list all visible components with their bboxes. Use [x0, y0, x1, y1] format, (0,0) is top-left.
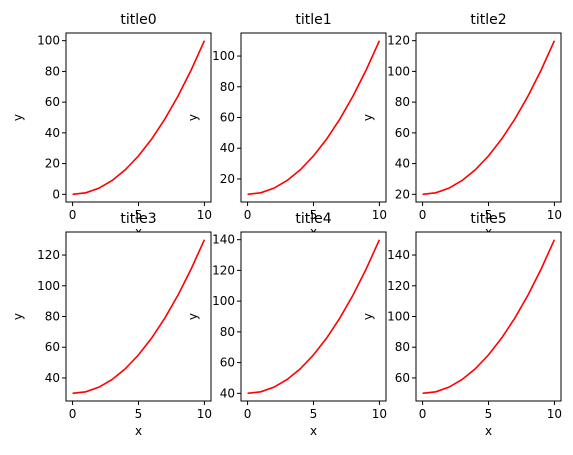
x-tick-label: 10 — [547, 208, 562, 222]
subplot-title: title1 — [295, 12, 331, 28]
y-tick-label: 40 — [45, 371, 60, 385]
x-tick-label: 10 — [197, 407, 212, 421]
subplot-2: 051020406080100120title2xy — [361, 12, 562, 239]
axes-frame — [415, 32, 562, 203]
axes-frame — [65, 231, 212, 402]
y-tick-label: 140 — [212, 233, 235, 247]
subplot-title: title5 — [470, 211, 506, 227]
series-line — [72, 239, 206, 395]
y-tick-label: 60 — [395, 371, 410, 385]
x-tick-label: 5 — [135, 407, 143, 421]
y-axis-label: y — [186, 313, 200, 320]
y-tick-label: 20 — [395, 187, 410, 201]
y-tick-label: 0 — [52, 187, 60, 201]
y-tick-label: 100 — [37, 34, 60, 48]
series-line — [422, 40, 556, 196]
series-line — [247, 40, 381, 196]
x-tick-label: 0 — [244, 208, 252, 222]
y-tick-label: 80 — [45, 64, 60, 78]
y-tick-label: 120 — [212, 263, 235, 277]
y-tick-label: 40 — [45, 126, 60, 140]
x-tick-label: 10 — [547, 407, 562, 421]
axes-frame — [240, 231, 387, 402]
x-tick-label: 5 — [310, 208, 318, 222]
y-tick-label: 60 — [45, 340, 60, 354]
y-tick-label: 20 — [220, 172, 235, 186]
x-tick-label: 0 — [69, 407, 77, 421]
y-tick-label: 100 — [387, 64, 410, 78]
y-tick-label: 100 — [37, 279, 60, 293]
x-tick-label: 5 — [485, 208, 493, 222]
axes-frame — [415, 231, 562, 402]
x-axis-label: x — [310, 424, 317, 438]
y-tick-label: 40 — [220, 386, 235, 400]
axes-frame — [65, 32, 212, 203]
y-tick-label: 40 — [220, 141, 235, 155]
y-tick-label: 100 — [212, 294, 235, 308]
subplot-1: 051020406080100title1xy — [186, 12, 387, 239]
series-line — [72, 40, 206, 196]
y-axis-label: y — [11, 114, 25, 121]
x-tick-label: 5 — [135, 208, 143, 222]
y-tick-label: 80 — [395, 340, 410, 354]
y-tick-label: 120 — [387, 34, 410, 48]
y-tick-label: 60 — [395, 126, 410, 140]
y-tick-label: 100 — [387, 310, 410, 324]
x-tick-label: 5 — [485, 407, 493, 421]
y-tick-label: 80 — [220, 325, 235, 339]
y-tick-label: 120 — [37, 248, 60, 262]
y-axis-label: y — [11, 313, 25, 320]
x-tick-label: 0 — [419, 407, 427, 421]
y-tick-label: 80 — [45, 310, 60, 324]
y-tick-label: 120 — [387, 279, 410, 293]
axes-frame — [240, 32, 387, 203]
y-tick-label: 140 — [387, 248, 410, 262]
subplot-title: title2 — [470, 12, 506, 28]
x-tick-label: 5 — [310, 407, 318, 421]
x-axis-label: x — [135, 424, 142, 438]
y-axis-label: y — [361, 313, 375, 320]
x-tick-label: 0 — [419, 208, 427, 222]
y-tick-label: 80 — [395, 95, 410, 109]
y-tick-label: 100 — [212, 49, 235, 63]
y-tick-label: 60 — [220, 111, 235, 125]
y-tick-label: 80 — [220, 80, 235, 94]
y-tick-label: 40 — [395, 157, 410, 171]
subplot-title: title3 — [120, 211, 156, 227]
x-tick-label: 0 — [69, 208, 77, 222]
subplot-title: title4 — [295, 211, 331, 227]
subplot-title: title0 — [120, 12, 156, 28]
subplot-0: 0510020406080100title0xy — [11, 12, 212, 239]
x-tick-label: 10 — [372, 407, 387, 421]
x-axis-label: x — [485, 424, 492, 438]
x-tick-label: 10 — [372, 208, 387, 222]
y-tick-label: 60 — [220, 356, 235, 370]
series-line — [422, 239, 556, 395]
y-axis-label: y — [186, 114, 200, 121]
series-line — [247, 239, 381, 395]
x-tick-label: 0 — [244, 407, 252, 421]
y-axis-label: y — [361, 114, 375, 121]
y-tick-label: 20 — [45, 157, 60, 171]
x-tick-label: 10 — [197, 208, 212, 222]
y-tick-label: 60 — [45, 95, 60, 109]
